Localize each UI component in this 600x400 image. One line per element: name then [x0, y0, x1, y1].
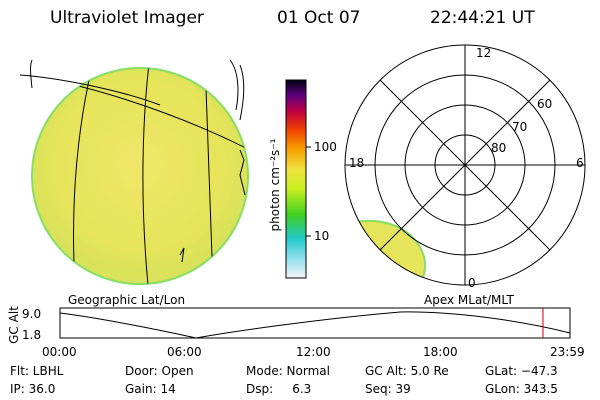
- altitude-xtick-3: 18:00: [423, 345, 458, 359]
- glon-value: GLon: 343.5: [485, 382, 558, 396]
- date-label: 01 Oct 07: [277, 8, 361, 28]
- altitude-xtick-0: 00:00: [42, 345, 77, 359]
- dsp-value: Dsp: 6.3: [246, 382, 312, 396]
- colorbar-tick-10: 10: [314, 229, 330, 243]
- glat-value: GLat: −47.3: [485, 364, 558, 378]
- altitude-ytick-bottom: 1.8: [22, 328, 42, 342]
- altitude-xtick-2: 12:00: [296, 345, 331, 359]
- uv-earth-disk: [31, 67, 249, 285]
- lat-80-label: 80: [491, 141, 507, 155]
- gc-alt-value: GC Alt: 5.0 Re: [365, 364, 449, 378]
- colorbar-tick-100: 100: [314, 140, 337, 154]
- altitude-ylabel: GC Alt: [7, 306, 21, 344]
- altitude-ytick-top: 9.0: [22, 307, 42, 321]
- altitude-curve: [59, 311, 571, 339]
- mlt-12-label: 12: [476, 46, 492, 60]
- instrument-title: Ultraviolet Imager: [50, 8, 204, 28]
- polar-panel-label: Apex MLat/MLT: [424, 293, 514, 307]
- lat-60-label: 60: [537, 97, 553, 111]
- altitude-xtick-1: 06:00: [167, 345, 202, 359]
- gain-value: Gain: 14: [125, 382, 176, 396]
- lat-70-label: 70: [512, 120, 528, 134]
- mlt-0-label: 0: [468, 276, 476, 290]
- mlt-6-label: 6: [576, 156, 584, 170]
- ip-value: IP: 36.0: [10, 382, 56, 396]
- time-label: 22:44:21 UT: [430, 8, 535, 28]
- seq-value: Seq: 39: [365, 382, 411, 396]
- door-value: Door: Open: [125, 364, 194, 378]
- altitude-xtick-4: 23:59: [550, 345, 585, 359]
- filter-value: Flt: LBHL: [10, 364, 64, 378]
- geo-panel-label: Geographic Lat/Lon: [68, 293, 186, 307]
- mlt-18-label: 18: [349, 156, 365, 170]
- mode-value: Mode: Normal: [246, 364, 330, 378]
